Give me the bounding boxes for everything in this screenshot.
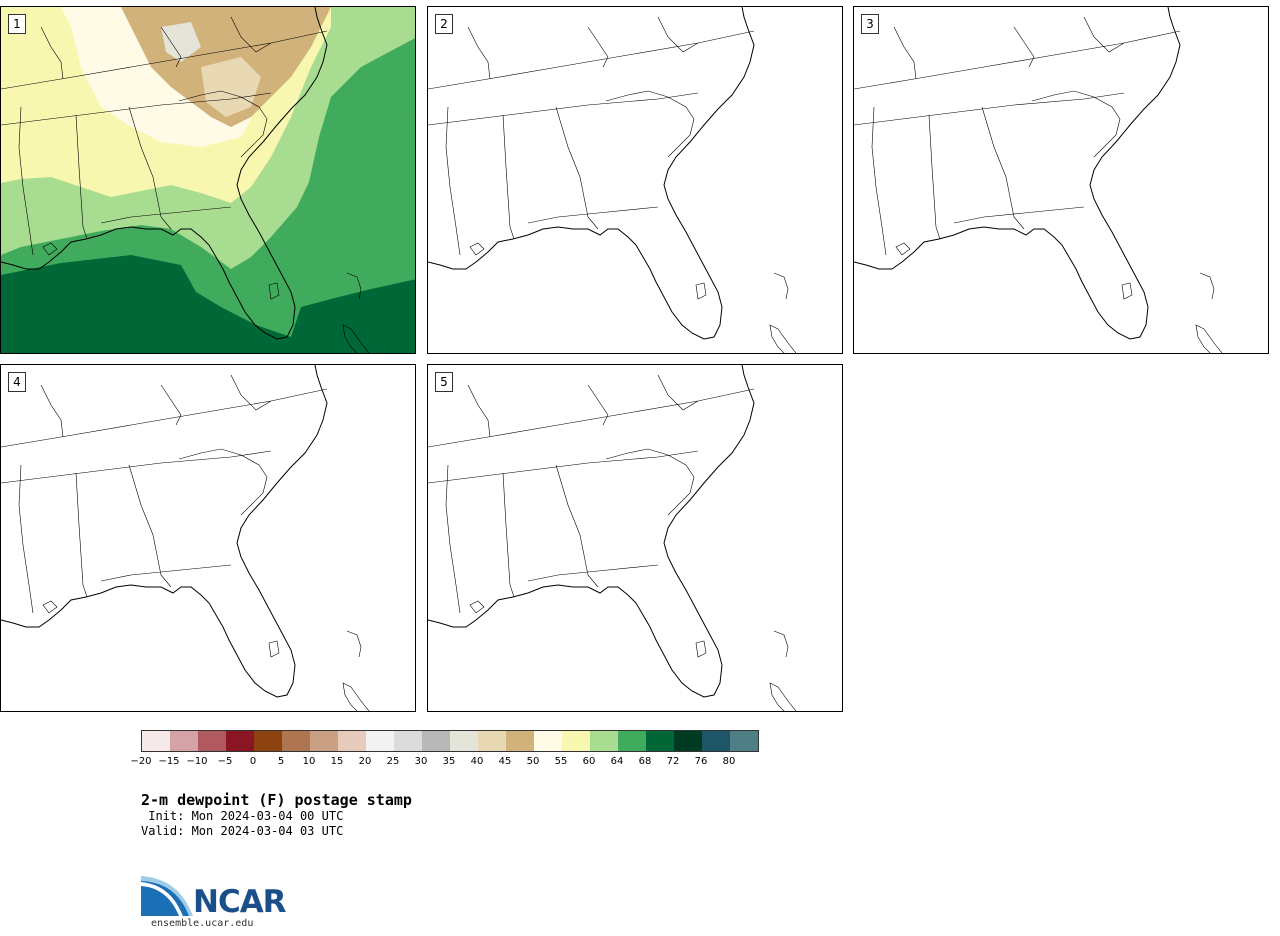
valid-time: Valid: Mon 2024-03-04 03 UTC bbox=[141, 824, 344, 838]
panel-member-4: 4 bbox=[0, 364, 416, 712]
colorbar-tick-label: 50 bbox=[526, 756, 540, 767]
colorbar-swatch bbox=[646, 731, 674, 751]
colorbar-tick-label: 68 bbox=[638, 756, 652, 767]
colorbar-swatch bbox=[310, 731, 338, 751]
colorbar-swatch bbox=[702, 731, 730, 751]
init-time: Init: Mon 2024-03-04 00 UTC bbox=[141, 809, 344, 823]
panel-number: 3 bbox=[861, 14, 879, 34]
colorbar-tick-label: −20 bbox=[130, 756, 152, 767]
colorbar-tick-label: 72 bbox=[666, 756, 680, 767]
colorbar-tick-label: −15 bbox=[158, 756, 180, 767]
panel-number: 1 bbox=[8, 14, 26, 34]
plot-title: 2-m dewpoint (F) postage stamp bbox=[141, 791, 412, 809]
colorbar-swatch bbox=[142, 731, 170, 751]
colorbar-tick-label: 0 bbox=[249, 756, 257, 767]
colorbar-swatch bbox=[366, 731, 394, 751]
panel-member-1: 1 bbox=[0, 6, 416, 354]
colorbar-swatch bbox=[478, 731, 506, 751]
panel-member-5: 5 bbox=[427, 364, 843, 712]
dewpoint-field-map bbox=[1, 7, 415, 353]
colorbar-swatch bbox=[282, 731, 310, 751]
colorbar-swatch bbox=[590, 731, 618, 751]
colorbar-tick-label: 10 bbox=[302, 756, 316, 767]
panel-member-3: 3 bbox=[853, 6, 1269, 354]
colorbar-swatch bbox=[226, 731, 254, 751]
colorbar-tick-label: 5 bbox=[277, 756, 285, 767]
colorbar-tick-label: 20 bbox=[358, 756, 372, 767]
colorbar-swatch bbox=[198, 731, 226, 751]
ncar-swoosh-icon bbox=[141, 876, 193, 916]
colorbar-tick-label: 45 bbox=[498, 756, 512, 767]
ncar-logo: NCAR bbox=[141, 876, 291, 920]
colorbar-swatch bbox=[422, 731, 450, 751]
colorbar-tick-label: 80 bbox=[722, 756, 736, 767]
colorbar-ticks: −20 −15 −10 −5 0 5 10 15 20 25 30 35 40 45 50 55 60 64 68 7… bbox=[130, 756, 781, 770]
colorbar-swatch bbox=[254, 731, 282, 751]
panel-member-2: 2 bbox=[427, 6, 843, 354]
basemap-outline bbox=[428, 365, 797, 711]
colorbar-tick-label: −5 bbox=[217, 756, 233, 767]
logo-wordmark: NCAR bbox=[193, 884, 287, 920]
colorbar-swatch bbox=[394, 731, 422, 751]
logo-url: ensemble.ucar.edu bbox=[151, 918, 254, 929]
colorbar-tick-label: 55 bbox=[554, 756, 568, 767]
panel-number: 2 bbox=[435, 14, 453, 34]
basemap-outline bbox=[854, 7, 1223, 353]
panel-number: 5 bbox=[435, 372, 453, 392]
colorbar-swatch bbox=[506, 731, 534, 751]
colorbar-swatch bbox=[338, 731, 366, 751]
colorbar-tick-label: −10 bbox=[186, 756, 208, 767]
colorbar-swatch bbox=[170, 731, 198, 751]
basemap-outline bbox=[1, 365, 370, 711]
colorbar-swatch bbox=[618, 731, 646, 751]
colorbar bbox=[141, 730, 759, 752]
colorbar-tick-label: 64 bbox=[610, 756, 624, 767]
colorbar-tick-label: 60 bbox=[582, 756, 596, 767]
colorbar-swatch bbox=[562, 731, 590, 751]
colorbar-tick-label: 35 bbox=[442, 756, 456, 767]
colorbar-swatch bbox=[674, 731, 702, 751]
field-40-45 bbox=[201, 57, 261, 117]
colorbar-tick-label: 30 bbox=[414, 756, 428, 767]
colorbar-tick-label: 76 bbox=[694, 756, 708, 767]
field-68-72 bbox=[1, 255, 415, 353]
colorbar-tick-label: 40 bbox=[470, 756, 484, 767]
colorbar-swatch bbox=[450, 731, 478, 751]
basemap-outline bbox=[428, 7, 797, 353]
colorbar-tick-label: 25 bbox=[386, 756, 400, 767]
panel-number: 4 bbox=[8, 372, 26, 392]
colorbar-swatch bbox=[534, 731, 562, 751]
colorbar-tick-label: 15 bbox=[330, 756, 344, 767]
colorbar-swatch bbox=[730, 731, 758, 751]
